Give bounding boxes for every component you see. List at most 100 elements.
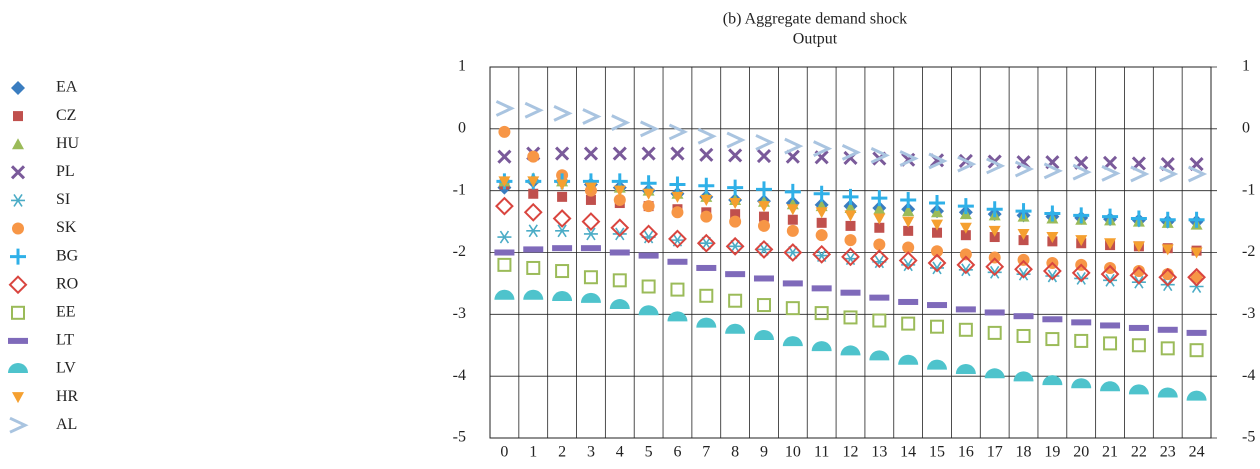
x-tick-label: 19	[1044, 444, 1060, 461]
data-point	[844, 210, 857, 222]
data-point	[583, 270, 598, 285]
legend-marker	[13, 111, 23, 122]
data-point	[639, 224, 659, 244]
y-tick-label: 0	[458, 120, 466, 137]
data-point	[755, 181, 772, 198]
data-point	[1104, 261, 1117, 274]
data-point	[726, 131, 746, 149]
data-point	[698, 177, 715, 194]
data-point	[613, 193, 626, 206]
data-point	[816, 217, 827, 228]
data-point	[1100, 381, 1121, 392]
data-point	[552, 245, 573, 252]
data-point	[959, 222, 972, 234]
data-point	[869, 294, 890, 301]
data-point	[844, 234, 857, 247]
data-point	[1101, 164, 1121, 182]
data-point	[873, 203, 886, 215]
data-point	[1074, 333, 1089, 348]
y2-tick-label: 0	[1242, 120, 1250, 137]
legend-marker	[11, 81, 25, 95]
data-point	[899, 150, 919, 167]
data-point	[758, 211, 769, 222]
data-point	[957, 198, 974, 215]
data-point	[844, 201, 857, 213]
data-point	[841, 247, 860, 267]
data-point	[930, 261, 945, 275]
x-tick-label: 16	[958, 444, 974, 461]
data-point	[898, 298, 919, 305]
data-point	[668, 229, 687, 249]
data-point	[869, 350, 890, 361]
data-point	[523, 246, 544, 253]
data-point	[989, 232, 1000, 243]
data-point	[1130, 210, 1147, 227]
data-point	[898, 251, 918, 270]
data-point	[552, 209, 572, 228]
legend-marker	[10, 165, 26, 180]
x-tick-label: 9	[760, 444, 768, 461]
data-point	[902, 216, 915, 228]
data-point	[754, 239, 774, 259]
data-point	[903, 225, 914, 236]
data-point	[584, 182, 597, 194]
data-point	[984, 368, 1005, 379]
x-tick-label: 8	[731, 444, 739, 461]
data-point	[1074, 272, 1089, 285]
data-point	[1071, 378, 1092, 389]
data-point	[1189, 343, 1204, 358]
data-point	[497, 257, 512, 272]
data-point	[640, 175, 657, 192]
data-point	[498, 176, 511, 188]
legend-label: BG	[56, 247, 79, 264]
data-point	[960, 230, 971, 241]
data-point	[931, 219, 944, 231]
data-point	[840, 289, 861, 296]
data-point	[958, 263, 973, 277]
data-point	[811, 341, 832, 352]
data-point	[783, 243, 803, 262]
data-point	[696, 233, 716, 253]
data-point	[1045, 332, 1060, 347]
data-point	[815, 229, 828, 242]
data-point	[813, 185, 830, 202]
data-point	[900, 191, 917, 208]
data-point	[1045, 269, 1060, 283]
y-tick-label: -4	[453, 367, 466, 384]
data-point	[728, 148, 743, 163]
y2-tick-label: -1	[1242, 181, 1255, 198]
data-point	[610, 218, 630, 238]
data-point	[638, 252, 659, 259]
data-point	[902, 241, 915, 254]
data-point	[1160, 341, 1175, 356]
data-point	[929, 195, 946, 212]
data-point	[786, 224, 799, 237]
y2-tick-label: -4	[1242, 367, 1255, 384]
data-point	[497, 230, 512, 244]
data-point	[581, 212, 601, 231]
data-point	[985, 257, 1005, 277]
data-point	[553, 105, 573, 122]
data-point	[1130, 165, 1150, 183]
data-point	[842, 188, 859, 205]
legend-marker	[9, 416, 29, 434]
data-point	[784, 183, 801, 200]
legend-label: SI	[56, 191, 70, 208]
legend-marker	[12, 138, 24, 150]
legend-marker	[8, 275, 28, 295]
data-point	[1042, 261, 1062, 281]
data-point	[1044, 205, 1061, 222]
legend-label: LT	[56, 332, 74, 349]
data-point	[753, 329, 774, 340]
data-point	[1158, 267, 1178, 287]
data-point	[1014, 259, 1033, 279]
data-point	[523, 289, 544, 300]
data-point	[1128, 324, 1149, 331]
legend-label: SK	[56, 219, 77, 236]
y-tick-label: -5	[453, 429, 466, 446]
data-point	[671, 206, 684, 219]
data-point	[1186, 329, 1207, 336]
data-point	[812, 244, 832, 264]
data-point	[1188, 211, 1205, 228]
data-point	[1103, 336, 1118, 351]
